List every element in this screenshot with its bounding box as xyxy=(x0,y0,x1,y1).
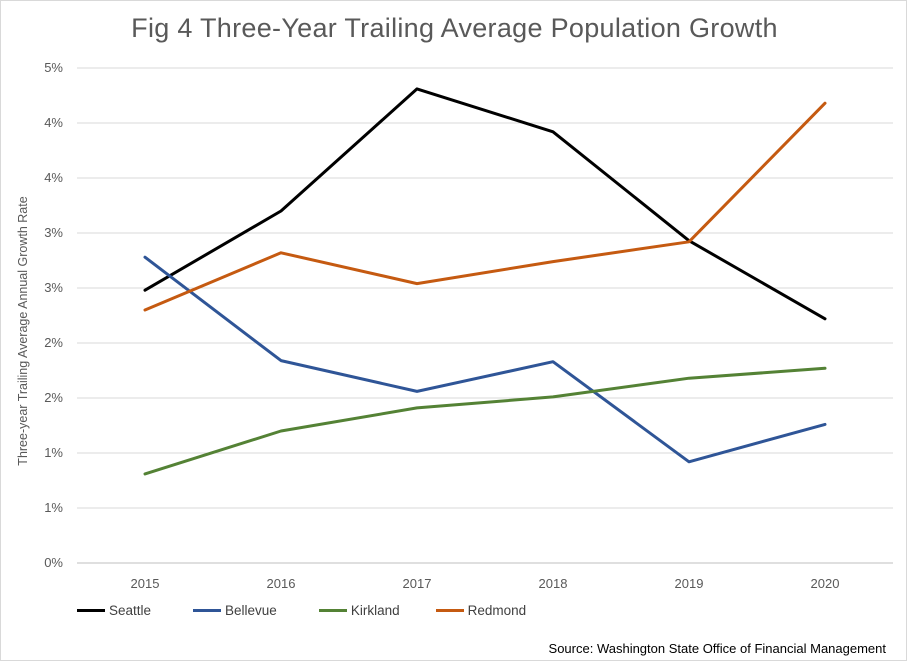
series-line-bellevue xyxy=(143,255,827,464)
x-tick-label: 2020 xyxy=(811,576,840,591)
legend-label: Kirkland xyxy=(350,602,400,618)
legend-item-redmond: Redmond xyxy=(435,602,527,618)
source-note: Source: Washington State Office of Finan… xyxy=(548,641,886,656)
y-tick-labels: 0% 1% 1% 2% 2% 3% 3% 4% 4% 5% xyxy=(44,60,63,570)
y-tick-label: 3% xyxy=(44,225,63,240)
legend-label: Bellevue xyxy=(225,602,277,618)
legend-item-kirkland: Kirkland xyxy=(318,602,400,618)
gridlines xyxy=(77,67,893,564)
legend-item-seattle: Seattle xyxy=(77,603,151,618)
y-tick-label: 1% xyxy=(44,445,63,460)
legend-label: Seattle xyxy=(109,602,152,618)
legend-swatch xyxy=(77,608,105,612)
legend-item-bellevue: Bellevue xyxy=(193,603,277,618)
legend-swatch xyxy=(435,608,464,612)
y-tick-label: 2% xyxy=(44,335,63,350)
x-tick-labels: 2015 2016 2017 2018 2019 2020 xyxy=(131,576,840,591)
x-tick-label: 2019 xyxy=(675,576,704,591)
x-tick-label: 2015 xyxy=(131,576,160,591)
series-lines xyxy=(143,87,827,476)
legend-swatch xyxy=(318,608,347,612)
series-line-seattle xyxy=(143,87,827,321)
y-tick-label: 4% xyxy=(44,115,63,130)
x-tick-label: 2018 xyxy=(539,576,568,591)
x-tick-label: 2016 xyxy=(267,576,296,591)
y-tick-label: 3% xyxy=(44,280,63,295)
y-tick-label: 4% xyxy=(44,170,63,185)
y-tick-label: 0% xyxy=(44,555,63,570)
y-axis-title: Three-year Trailing Average Annual Growt… xyxy=(16,196,30,465)
y-tick-label: 5% xyxy=(44,60,63,75)
legend-swatch xyxy=(193,608,222,612)
legend: Seattle Bellevue Kirkland Redmond xyxy=(77,601,526,619)
y-tick-label: 1% xyxy=(44,500,63,515)
y-tick-label: 2% xyxy=(44,390,63,405)
series-line-kirkland xyxy=(143,366,827,476)
legend-label: Redmond xyxy=(467,602,527,618)
series-line-redmond xyxy=(143,101,827,312)
chart-title: Fig 4 Three-Year Trailing Average Popula… xyxy=(131,13,778,43)
x-tick-label: 2017 xyxy=(403,576,432,591)
